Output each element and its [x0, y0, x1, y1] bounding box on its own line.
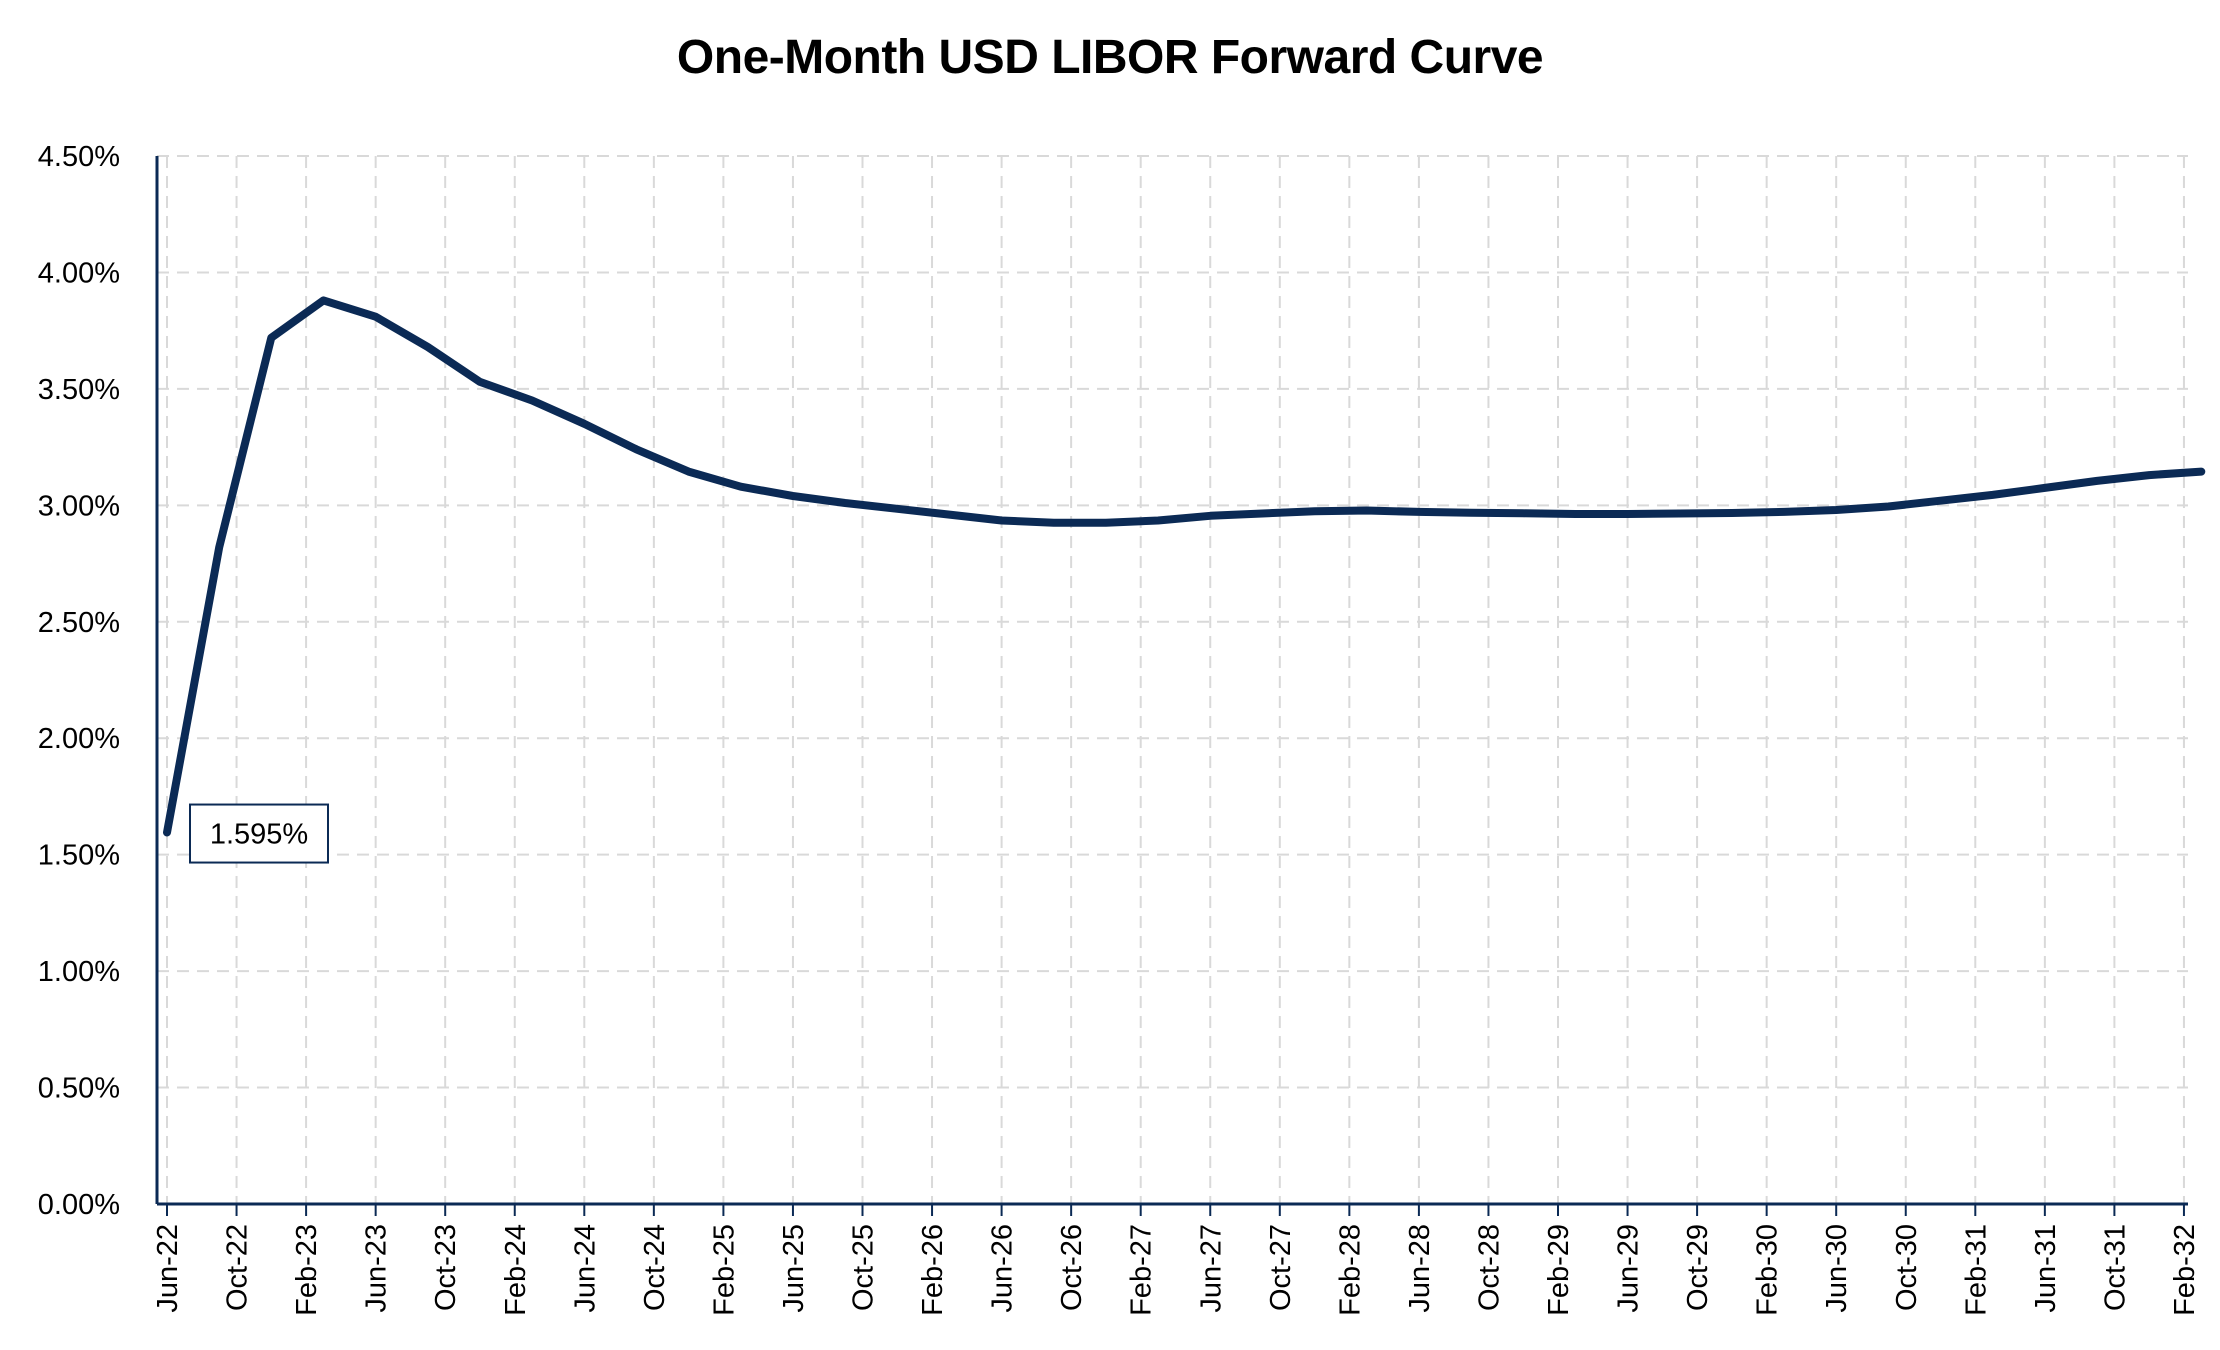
y-tick-label: 2.50%: [38, 607, 120, 639]
x-tick-label: Jun-23: [361, 1224, 393, 1313]
data-point: [1990, 492, 1996, 498]
data-point: [686, 469, 692, 475]
x-tick-label: Jun-31: [2030, 1224, 2062, 1313]
data-point: [2042, 485, 2048, 491]
x-tick-label: Jun-28: [1404, 1224, 1436, 1313]
data-point: [1520, 510, 1526, 516]
data-point: [164, 830, 170, 836]
y-tick-label: 4.50%: [38, 141, 120, 173]
series-line: [163, 296, 2206, 837]
x-tick-label: Oct-24: [639, 1224, 671, 1311]
x-tick-label: Oct-26: [1056, 1224, 1088, 1311]
x-tick-label: Feb-26: [917, 1224, 949, 1316]
data-label-box: [189, 803, 329, 864]
data-point: [1885, 504, 1891, 510]
x-tick-label: Feb-24: [500, 1224, 532, 1316]
x-tick-label: Oct-28: [1473, 1224, 1505, 1311]
data-point: [1103, 520, 1109, 526]
x-tick-label: Jun-22: [152, 1224, 184, 1313]
data-point: [1155, 518, 1161, 524]
data-point: [1781, 509, 1787, 515]
data-point: [946, 512, 952, 518]
y-tick-label: 2.00%: [38, 723, 120, 755]
x-tick-label: Oct-22: [222, 1224, 254, 1311]
chart-title: One-Month USD LIBOR Forward Curve: [676, 31, 1544, 84]
data-point: [1625, 511, 1631, 517]
data-point: [1312, 508, 1318, 514]
y-tick-label: 1.00%: [38, 956, 120, 988]
x-tick-label: Feb-30: [1752, 1224, 1784, 1316]
y-tick-label: 0.50%: [38, 1073, 120, 1105]
data-point: [999, 518, 1005, 524]
x-tick-label: Jun-29: [1613, 1224, 1645, 1313]
x-tick-label: Jun-25: [778, 1224, 810, 1313]
data-point: [738, 484, 744, 490]
data-point: [894, 506, 900, 512]
x-tick-label: Oct-31: [2099, 1224, 2131, 1311]
x-tick-label: Jun-27: [1195, 1224, 1227, 1313]
y-tick-label: 3.50%: [38, 374, 120, 406]
x-tick-label: Jun-24: [569, 1224, 601, 1313]
x-tick-label: Feb-31: [1960, 1224, 1992, 1316]
y-tick-label: 3.00%: [38, 490, 120, 522]
x-tick-label: Oct-30: [1891, 1224, 1923, 1311]
x-tick-label: Oct-23: [430, 1224, 462, 1311]
data-point: [1051, 520, 1057, 526]
data-point: [1364, 508, 1370, 514]
data-point: [268, 335, 274, 341]
y-tick-label: 4.00%: [38, 257, 120, 289]
x-tick-label: Oct-25: [848, 1224, 880, 1311]
data-point: [1572, 511, 1578, 517]
data-point: [1259, 511, 1265, 517]
data-point: [634, 446, 640, 452]
x-tick-label: Jun-26: [987, 1224, 1019, 1313]
x-tick-label: Feb-32: [2169, 1224, 2201, 1316]
data-point: [2094, 478, 2100, 484]
data-point: [1468, 510, 1474, 516]
data-point: [1416, 509, 1422, 515]
data-point: [477, 379, 483, 385]
x-tick-label: Feb-29: [1543, 1224, 1575, 1316]
data-point: [425, 344, 431, 350]
data-point: [529, 398, 535, 404]
x-tick-label: Feb-27: [1126, 1224, 1158, 1316]
x-tick-label: Feb-25: [708, 1224, 740, 1316]
data-point: [1677, 511, 1683, 517]
x-tick-label: Feb-28: [1334, 1224, 1366, 1316]
data-point: [842, 500, 848, 506]
data-point: [216, 544, 222, 550]
data-point: [1833, 507, 1839, 513]
data-point: [581, 421, 587, 427]
data-point: [790, 493, 796, 499]
data-point: [2146, 472, 2152, 478]
data-point: [373, 314, 379, 320]
data-point: [2198, 469, 2204, 475]
data-point: [1938, 498, 1944, 504]
x-tick-label: Oct-27: [1265, 1224, 1297, 1311]
x-tick-label: Feb-23: [291, 1224, 323, 1316]
x-tick-label: Oct-29: [1682, 1224, 1714, 1311]
data-point: [321, 297, 327, 303]
data-label: 1.595%: [210, 819, 308, 851]
data-point: [1729, 510, 1735, 516]
y-tick-label: 1.50%: [38, 840, 120, 872]
y-tick-label: 0.00%: [38, 1189, 120, 1221]
data-point: [1207, 513, 1213, 519]
x-tick-label: Jun-30: [1821, 1224, 1853, 1313]
